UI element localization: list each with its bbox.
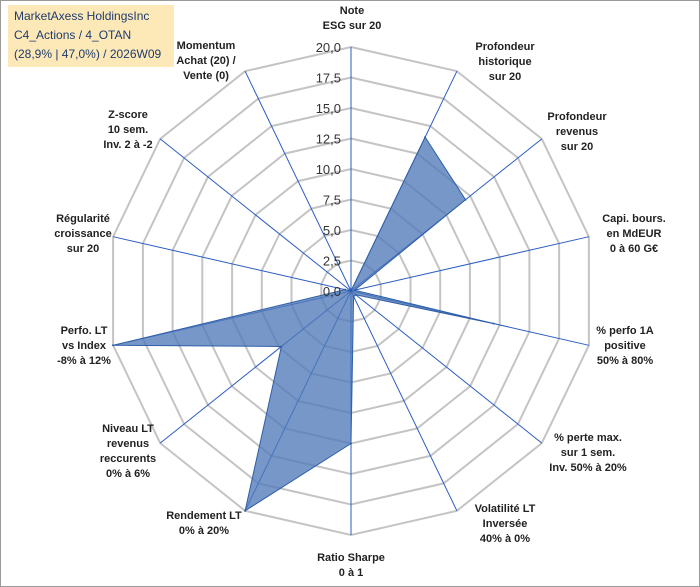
tick-label: 2,5 — [323, 254, 341, 269]
axis-label: Ratio Sharpe 0 à 1 — [317, 552, 385, 579]
data-point — [492, 322, 495, 325]
data-point — [354, 293, 357, 296]
tick-label: 5,0 — [323, 223, 341, 238]
info-category: C4_Actions / 4_OTAN — [14, 28, 132, 42]
tick-label: 15,0 — [316, 101, 341, 116]
axis-spoke — [112, 236, 352, 292]
axis-spoke — [159, 138, 352, 292]
axis-label: % perfo 1A positive 50% à 80% — [596, 325, 654, 367]
axis-label: Rendement LT 0% à 20% — [166, 510, 242, 537]
data-point — [244, 509, 247, 512]
label-layer: Note ESG sur 20 Profondeur historique sur 20… — [54, 5, 666, 579]
axis-label: Momentum Achat (20) / Vente (0) — [176, 40, 235, 82]
data-point — [350, 290, 352, 292]
data-point — [344, 288, 347, 291]
axis-label: Profondeur historique sur 20 — [475, 41, 535, 83]
axis-label: Note ESG sur 20 — [323, 5, 382, 32]
axis-label: Régularité croissance sur 20 — [54, 213, 111, 255]
data-point — [352, 295, 355, 298]
axis-label: Niveau LT revenus reccurents 0% à 6% — [100, 423, 156, 480]
tick-label: 7,5 — [323, 193, 341, 208]
tick-label: 10,0 — [316, 162, 341, 177]
axis-label: % perte max. sur 1 sem. Inv. 50% à 20% — [549, 432, 627, 474]
tick-label: 0,0 — [323, 284, 341, 299]
data-point — [424, 136, 427, 139]
tick-layer: 0,0 2,5 5,0 7,5 10,0 12,5 15,0 17,5 20,0 — [316, 40, 341, 299]
tick-label: 17,5 — [316, 71, 341, 86]
data-point — [112, 344, 115, 347]
data-point — [280, 345, 283, 348]
axis-label: Volatilité LT Inversée 40% à 0% — [475, 503, 536, 545]
tick-label: 12,5 — [316, 132, 341, 147]
data-point — [350, 442, 352, 445]
axis-label: Z-score 10 sem. Inv. 2 à -2 — [103, 109, 152, 151]
axis-label: Capi. bours. en MdEUR 0 à 60 G€ — [602, 213, 666, 255]
info-box: MarketAxess HoldingsInc C4_Actions / 4_O… — [8, 5, 174, 67]
axis-spoke — [244, 70, 352, 292]
tick-label: 20,0 — [316, 40, 341, 55]
info-scores: (28,9% | 47,0%) / 2026W09 — [14, 47, 162, 61]
info-company: MarketAxess HoldingsInc — [14, 9, 150, 23]
data-point — [353, 289, 356, 292]
axis-label: Profondeur revenus sur 20 — [547, 111, 607, 153]
axis-spoke — [350, 290, 543, 444]
data-layer — [112, 136, 495, 512]
axis-spoke — [350, 290, 458, 512]
data-point — [464, 198, 467, 201]
axis-spoke — [350, 236, 590, 292]
axis-label: Perfo. LT vs Index -8% à 12% — [57, 325, 111, 367]
